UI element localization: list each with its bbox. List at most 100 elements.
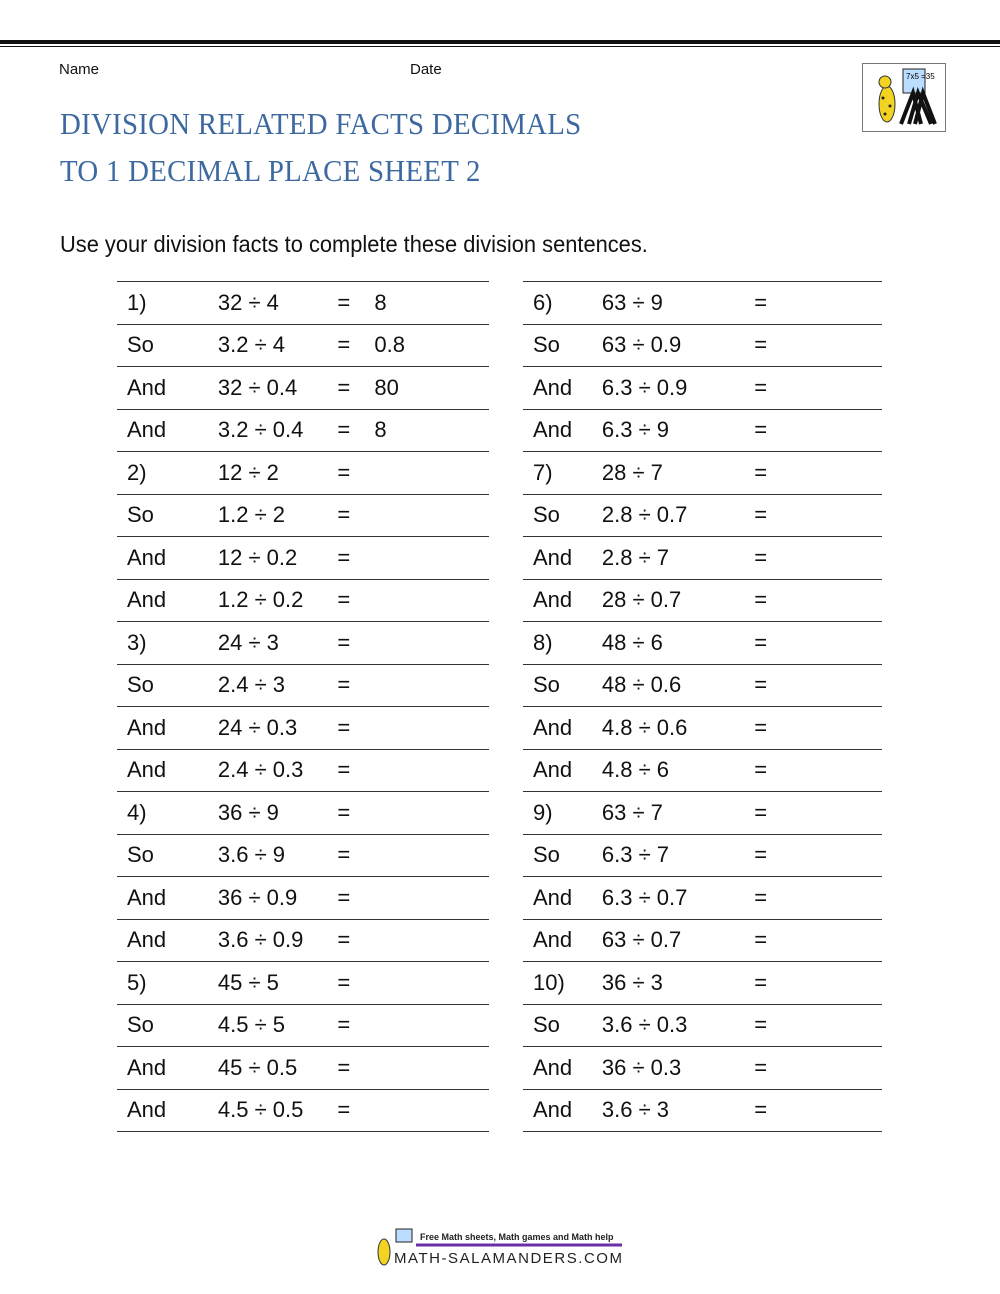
- equals-sign: =: [754, 493, 794, 537]
- answer[interactable]: [793, 451, 882, 494]
- expression: 45 ÷ 5: [217, 961, 338, 1004]
- equals-sign: =: [337, 408, 375, 452]
- problem-row: 6) 63 ÷ 9 =: [523, 281, 882, 324]
- equals-sign: =: [754, 578, 794, 622]
- problem-row: 7) 28 ÷ 7 =: [523, 451, 882, 494]
- expression: 36 ÷ 3: [601, 961, 755, 1004]
- answer[interactable]: [793, 408, 882, 452]
- name-label: Name: [59, 61, 100, 78]
- problem-row: And 3.6 ÷ 3 =: [523, 1088, 882, 1132]
- answer[interactable]: [793, 706, 882, 749]
- answer[interactable]: [374, 706, 489, 749]
- answer[interactable]: [793, 281, 882, 324]
- row-label: And: [117, 408, 218, 452]
- answer[interactable]: [793, 791, 882, 834]
- answer[interactable]: [374, 876, 489, 919]
- answer[interactable]: 8: [374, 408, 489, 452]
- row-label: And: [523, 578, 602, 622]
- problem-row: And 4.5 ÷ 0.5 =: [117, 1088, 489, 1132]
- answer[interactable]: 8: [374, 281, 489, 324]
- answer[interactable]: [374, 833, 489, 877]
- problem-row: 5) 45 ÷ 5 =: [117, 961, 489, 1004]
- answer[interactable]: [374, 493, 489, 537]
- answer[interactable]: [374, 536, 489, 579]
- answer[interactable]: [374, 1046, 489, 1089]
- row-label: So: [523, 833, 602, 877]
- row-label: 6): [523, 281, 602, 324]
- answer[interactable]: [793, 961, 882, 1004]
- expression: 6.3 ÷ 9: [601, 408, 755, 452]
- problem-row: So 3.6 ÷ 0.3 =: [523, 1003, 882, 1047]
- row-label: And: [117, 1046, 218, 1089]
- answer[interactable]: [374, 621, 489, 664]
- row-label: And: [117, 706, 218, 749]
- expression: 28 ÷ 7: [601, 451, 755, 494]
- answer[interactable]: [793, 1046, 882, 1089]
- answer[interactable]: [374, 748, 489, 792]
- problem-row: So 6.3 ÷ 7 =: [523, 833, 882, 877]
- problem-row: 1) 32 ÷ 4 = 8: [117, 281, 489, 324]
- equals-sign: =: [754, 366, 794, 409]
- answer[interactable]: [374, 578, 489, 622]
- row-label: So: [117, 1003, 218, 1047]
- equals-sign: =: [337, 578, 375, 622]
- problem-row: 2) 12 ÷ 2 =: [117, 451, 489, 494]
- expression: 28 ÷ 0.7: [601, 578, 755, 622]
- answer[interactable]: [374, 451, 489, 494]
- expression: 36 ÷ 0.3: [601, 1046, 755, 1089]
- row-label: 3): [117, 621, 218, 664]
- answer[interactable]: 0.8: [374, 323, 489, 367]
- expression: 6.3 ÷ 7: [601, 833, 755, 877]
- problem-row: 9) 63 ÷ 7 =: [523, 791, 882, 834]
- equals-sign: =: [337, 281, 375, 324]
- answer[interactable]: [374, 791, 489, 834]
- answer[interactable]: [374, 961, 489, 1004]
- answer[interactable]: [793, 663, 882, 707]
- equals-sign: =: [337, 663, 375, 707]
- row-label: And: [523, 366, 602, 409]
- answer[interactable]: [793, 876, 882, 919]
- row-label: And: [117, 366, 218, 409]
- row-label: 10): [523, 961, 602, 1004]
- answer[interactable]: [793, 621, 882, 664]
- answer[interactable]: [793, 578, 882, 622]
- problem-row: So 3.6 ÷ 9 =: [117, 833, 489, 877]
- problem-row: And 28 ÷ 0.7 =: [523, 578, 882, 622]
- equals-sign: =: [337, 961, 375, 1004]
- instructions: Use your division facts to complete thes…: [60, 231, 648, 257]
- problem-row: So 2.4 ÷ 3 =: [117, 663, 489, 707]
- answer[interactable]: 80: [374, 366, 489, 409]
- row-label: 5): [117, 961, 218, 1004]
- equals-sign: =: [337, 1088, 375, 1132]
- expression: 48 ÷ 0.6: [601, 663, 755, 707]
- answer[interactable]: [793, 833, 882, 877]
- answer[interactable]: [374, 663, 489, 707]
- title-line-1: DIVISION RELATED FACTS DECIMALS: [60, 106, 582, 141]
- answer[interactable]: [793, 493, 882, 537]
- answer[interactable]: [374, 1088, 489, 1132]
- row-label: And: [523, 706, 602, 749]
- equals-sign: =: [754, 918, 794, 962]
- footer-site: MATH-SALAMANDERS.COM: [394, 1250, 622, 1267]
- expression: 32 ÷ 0.4: [217, 366, 338, 409]
- answer[interactable]: [793, 1088, 882, 1132]
- answer[interactable]: [793, 366, 882, 409]
- row-label: 1): [117, 281, 218, 324]
- answer[interactable]: [374, 1003, 489, 1047]
- answer[interactable]: [374, 918, 489, 962]
- expression: 36 ÷ 9: [217, 791, 338, 834]
- expression: 2.8 ÷ 7: [601, 536, 755, 579]
- expression: 63 ÷ 7: [601, 791, 755, 834]
- answer[interactable]: [793, 1003, 882, 1047]
- problem-row: And 6.3 ÷ 0.7 =: [523, 876, 882, 919]
- expression: 63 ÷ 0.9: [601, 323, 755, 367]
- problem-row: So 3.2 ÷ 4 = 0.8: [117, 323, 489, 367]
- equals-sign: =: [337, 1046, 375, 1089]
- answer[interactable]: [793, 536, 882, 579]
- answer[interactable]: [793, 323, 882, 367]
- problem-row: And 2.8 ÷ 7 =: [523, 536, 882, 579]
- row-label: And: [523, 748, 602, 792]
- answer[interactable]: [793, 918, 882, 962]
- answer[interactable]: [793, 748, 882, 792]
